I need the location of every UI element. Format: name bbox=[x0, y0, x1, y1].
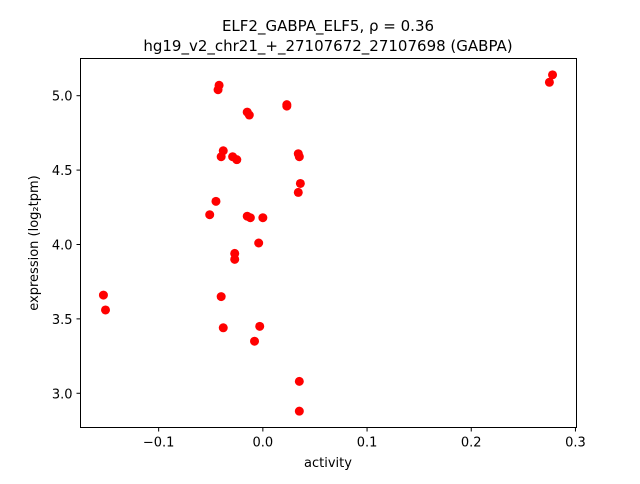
data-point bbox=[294, 406, 304, 416]
chart-title-line1: ELF2_GABPA_ELF5, ρ = 0.36 bbox=[222, 17, 434, 36]
x-axis-label: activity bbox=[304, 456, 352, 471]
data-point bbox=[282, 101, 292, 111]
y-tick-label: 3.0 bbox=[52, 387, 73, 402]
x-tick-label: −0.1 bbox=[143, 436, 175, 451]
data-point bbox=[255, 321, 265, 331]
points-layer bbox=[98, 70, 558, 416]
x-tick-label: 0.2 bbox=[461, 436, 482, 451]
y-tick-label: 3.5 bbox=[52, 313, 73, 328]
data-point bbox=[216, 292, 226, 302]
data-point bbox=[258, 213, 268, 223]
data-point bbox=[294, 376, 304, 386]
data-point bbox=[101, 305, 111, 315]
data-point bbox=[293, 187, 303, 197]
y-tick-label: 4.5 bbox=[52, 164, 73, 179]
y-tick-label: 5.0 bbox=[52, 90, 73, 105]
data-point bbox=[205, 210, 215, 220]
data-point bbox=[218, 323, 228, 333]
y-axis: 3.0 3.5 4.0 4.5 5.0 bbox=[52, 90, 81, 402]
y-tick-label: 4.0 bbox=[52, 238, 73, 253]
chart-title-line2: hg19_v2_chr21_+_27107672_27107698 (GABPA… bbox=[143, 37, 512, 56]
data-point bbox=[214, 80, 224, 90]
data-point bbox=[295, 178, 305, 188]
x-tick-label: 0.3 bbox=[565, 436, 586, 451]
data-point bbox=[254, 238, 264, 248]
y-axis-label: expression (log₂tpm) bbox=[27, 175, 42, 310]
x-tick-label: 0.1 bbox=[357, 436, 378, 451]
data-point bbox=[230, 254, 240, 264]
data-point bbox=[548, 70, 558, 80]
x-tick-label: 0.0 bbox=[253, 436, 274, 451]
data-point bbox=[544, 77, 554, 87]
data-point bbox=[232, 155, 242, 165]
data-point bbox=[216, 152, 226, 162]
data-point bbox=[98, 290, 108, 300]
data-point bbox=[245, 213, 255, 223]
data-point bbox=[244, 110, 254, 120]
data-point bbox=[211, 196, 221, 206]
plot-frame bbox=[80, 58, 577, 428]
data-point bbox=[294, 152, 304, 162]
data-point bbox=[250, 336, 260, 346]
x-axis: −0.1 0.0 0.1 0.2 0.3 bbox=[143, 427, 586, 451]
